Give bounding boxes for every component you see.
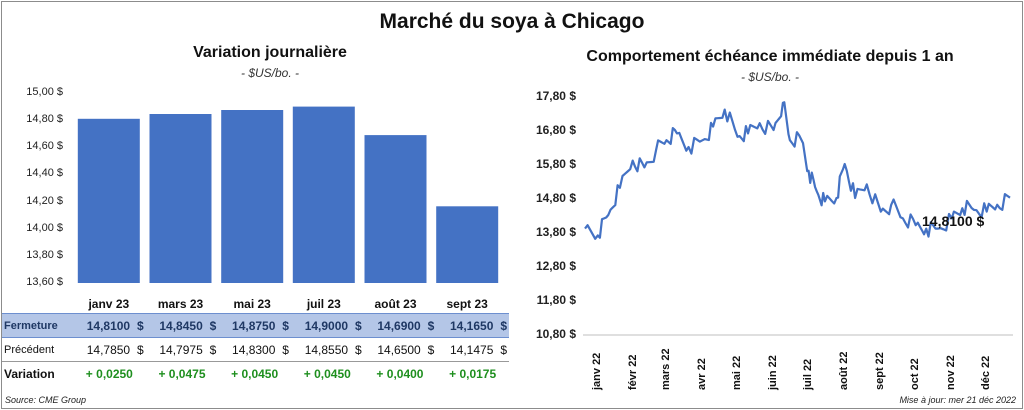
cell-value: 14,8100 bbox=[73, 313, 131, 338]
right-chart-unit: - $US/bo. - bbox=[740, 70, 800, 84]
cell-value: 14,6500 bbox=[363, 337, 421, 362]
cell-currency: $ bbox=[348, 337, 364, 362]
right-chart-title: Comportement échéance immédiate depuis 1… bbox=[586, 48, 954, 65]
cell-variation: + 0,0250 bbox=[85, 366, 133, 381]
y-tick-label: 13,80 $ bbox=[26, 248, 63, 261]
y-tick-label: 10,80 $ bbox=[535, 327, 576, 341]
update-note: Mise à jour: mer 21 déc 2022 bbox=[899, 395, 1016, 405]
cell-variation: + 0,0450 bbox=[303, 366, 351, 381]
cell-value: 14,1650 bbox=[436, 313, 494, 338]
y-tick-label: 16,80 $ bbox=[535, 123, 576, 137]
cell-variation: + 0,0450 bbox=[231, 366, 279, 381]
cell-variation: + 0,0475 bbox=[158, 366, 206, 381]
cell-currency: $ bbox=[420, 337, 437, 362]
cell-currency: $ bbox=[130, 337, 146, 362]
cell-value: 14,6900 bbox=[363, 313, 421, 338]
source-note: Source: CME Group bbox=[5, 395, 87, 405]
y-tick-label: 15,00 $ bbox=[26, 86, 63, 98]
row-label: Variation bbox=[4, 366, 55, 381]
x-tick-label: mai 23 bbox=[233, 297, 271, 311]
dashboard-title: Marché du soya à Chicago bbox=[379, 10, 645, 33]
cell-value: 14,7850 bbox=[73, 337, 131, 362]
cell-value: 14,7975 bbox=[145, 337, 203, 362]
y-tick-label: 14,80 $ bbox=[26, 113, 63, 126]
bar bbox=[149, 114, 212, 283]
cell-variation: + 0,0400 bbox=[376, 366, 424, 381]
cell-value: 14,8450 bbox=[145, 313, 203, 338]
table-row-previous: Précédent 14,7850 $ 14,7975 $ 14,8300 $ 14,… bbox=[2, 337, 509, 362]
cell-currency: $ bbox=[420, 313, 437, 338]
y-tick-label: 14,40 $ bbox=[26, 167, 63, 180]
x-tick-label: janv 23 bbox=[88, 297, 130, 311]
price-line bbox=[584, 101, 1011, 240]
y-tick-label: 13,60 $ bbox=[26, 276, 63, 288]
y-tick-label: 12,80 $ bbox=[535, 259, 576, 273]
x-tick-label: juil 23 bbox=[306, 297, 341, 311]
y-tick-label: 14,00 $ bbox=[26, 221, 63, 234]
bar bbox=[221, 110, 284, 283]
cell-value: 14,9000 bbox=[290, 313, 349, 338]
cell-variation: + 0,0175 bbox=[449, 366, 497, 381]
row-label: Fermeture bbox=[2, 313, 73, 338]
cell-value: 14,8750 bbox=[218, 313, 276, 338]
left-chart-title: Variation journalière bbox=[193, 44, 347, 61]
cell-value: 14,8300 bbox=[218, 337, 276, 362]
y-tick-label: 14,20 $ bbox=[26, 194, 63, 207]
cell-currency: $ bbox=[348, 313, 364, 338]
table-row-close: Fermeture 14,8100 $ 14,8450 $ 14,8750 $ 14,… bbox=[2, 313, 509, 338]
cell-currency: $ bbox=[202, 313, 219, 338]
cell-currency: $ bbox=[275, 313, 291, 338]
y-tick-label: 17,80 $ bbox=[535, 89, 576, 103]
cell-currency: $ bbox=[202, 337, 219, 362]
row-label: Précédent bbox=[2, 337, 73, 362]
cell-currency: $ bbox=[130, 313, 146, 338]
y-tick-label: 14,80 $ bbox=[535, 191, 576, 205]
bar bbox=[292, 106, 355, 283]
price-table: Fermeture 14,8100 $ 14,8450 $ 14,8750 $ 14,… bbox=[2, 313, 509, 385]
bar bbox=[436, 206, 499, 283]
table-row-variation: Variation + 0,0250 + 0,0475 + 0,0450 + 0… bbox=[2, 362, 509, 386]
x-tick-label: août 23 bbox=[374, 297, 417, 311]
cell-value: 14,1475 bbox=[436, 337, 494, 362]
cell-currency: $ bbox=[493, 337, 509, 362]
x-tick-label: sept 23 bbox=[446, 297, 488, 311]
y-tick-label: 11,80 $ bbox=[536, 293, 576, 307]
bar bbox=[364, 135, 427, 283]
cell-value: 14,8550 bbox=[290, 337, 349, 362]
cell-currency: $ bbox=[275, 337, 291, 362]
bar bbox=[77, 118, 140, 283]
left-chart-unit: - $US/bo. - bbox=[240, 66, 300, 80]
x-tick-label: mars 23 bbox=[157, 297, 204, 311]
cell-currency: $ bbox=[493, 313, 509, 338]
y-tick-label: 15,80 $ bbox=[535, 157, 576, 171]
last-price-label: 14,8100 $ bbox=[922, 213, 985, 229]
y-tick-label: 14,60 $ bbox=[26, 140, 63, 153]
y-tick-label: 13,80 $ bbox=[535, 225, 576, 239]
